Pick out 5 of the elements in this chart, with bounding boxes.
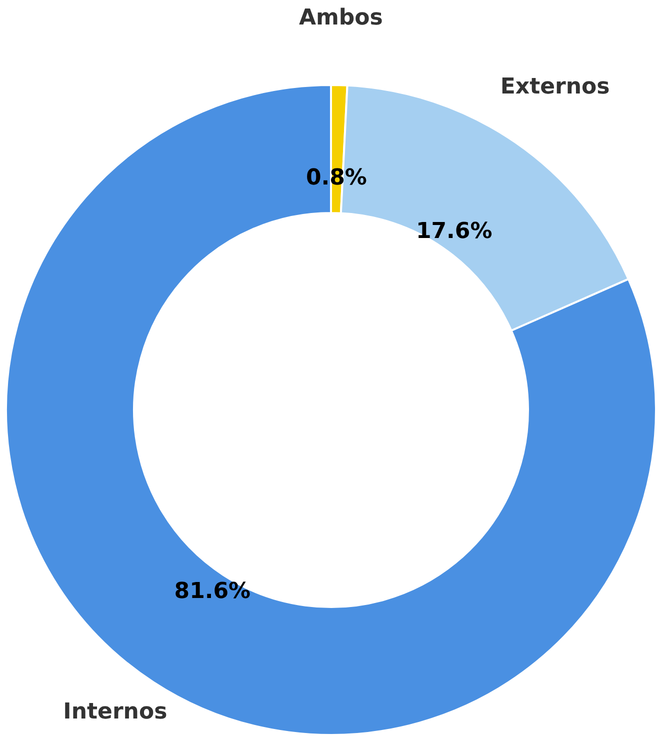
- data-label: 17.6%: [416, 218, 492, 244]
- slice-label: Ambos: [298, 6, 383, 31]
- data-label: 81.6%: [174, 579, 251, 604]
- slice-label: Internos: [63, 700, 168, 724]
- slice-label: Externos: [500, 74, 610, 100]
